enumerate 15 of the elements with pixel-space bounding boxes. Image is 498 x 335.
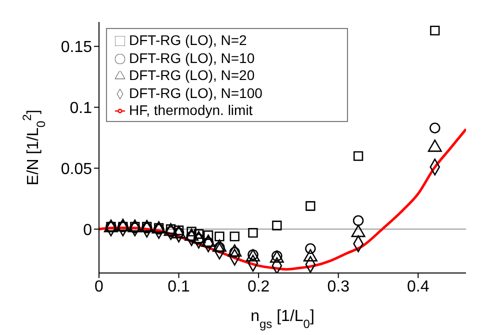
legend-label: DFT-RG (LO), N=20 <box>129 67 255 83</box>
x-tick-label: 0.4 <box>407 278 430 296</box>
y-tick-label: 0 <box>83 222 92 239</box>
x-tick-label: 0.3 <box>327 278 350 296</box>
x-axis-title: n$_{gs}$ [1/L$_{0}$] <box>250 308 314 331</box>
x-tick-label: 0 <box>94 278 104 296</box>
y-tick-label: 0.1 <box>70 100 92 117</box>
x-tick-label: 0.1 <box>168 278 190 296</box>
legend-label: HF, thermodyn. limit <box>129 102 253 118</box>
legend-label: DFT-RG (LO), N=100 <box>129 84 262 100</box>
y-tick-label: 0.05 <box>60 160 92 178</box>
legend-label: DFT-RG (LO), N=10 <box>129 50 255 66</box>
legend-label: DFT-RG (LO), N=2 <box>129 32 247 48</box>
y-tick-label: 0.15 <box>60 39 92 56</box>
x-tick-label: 0.2 <box>247 278 270 296</box>
